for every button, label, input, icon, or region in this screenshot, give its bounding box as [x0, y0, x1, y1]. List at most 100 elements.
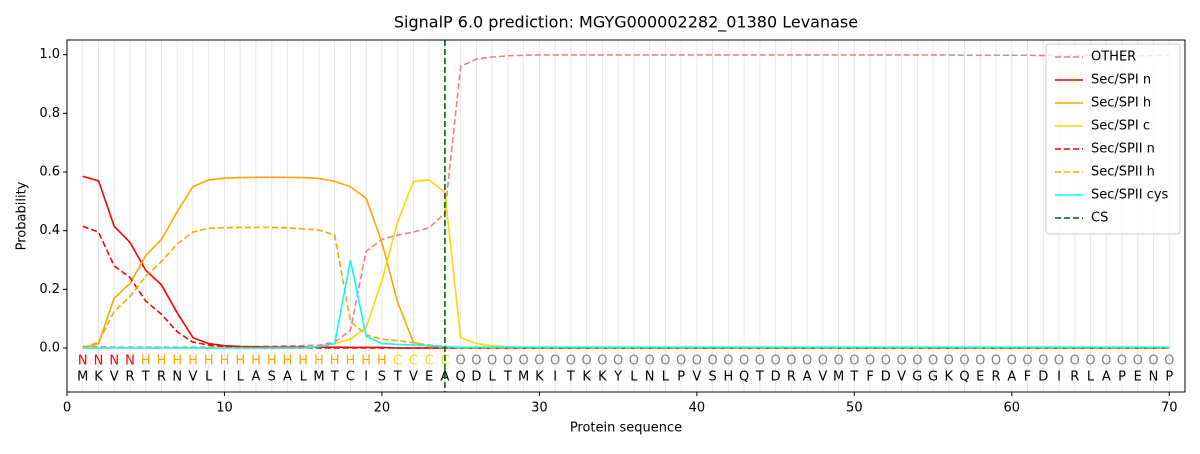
region-label: O — [959, 354, 969, 369]
x-tick-label: 40 — [689, 401, 706, 416]
residue-label: M — [313, 370, 324, 385]
region-label: O — [1148, 354, 1158, 369]
residue-label: V — [409, 370, 418, 385]
region-label: O — [755, 354, 765, 369]
x-tick-label: 70 — [1161, 401, 1178, 416]
residue-label: V — [692, 370, 701, 385]
x-tick-label: 0 — [63, 401, 71, 416]
y-tick-label: 0.8 — [39, 106, 60, 121]
residue-label: L — [489, 370, 497, 385]
region-label: H — [377, 354, 387, 369]
residue-label: V — [818, 370, 827, 385]
region-label: H — [251, 354, 261, 369]
residue-label: A — [803, 370, 812, 385]
residue-label: L — [300, 370, 308, 385]
residue-label: D — [471, 370, 481, 385]
region-label: H — [314, 354, 324, 369]
residue-label: L — [205, 370, 213, 385]
residue-label: K — [535, 370, 544, 385]
residue-label: M — [833, 370, 844, 385]
legend-label: Sec/SPII h — [1091, 165, 1155, 180]
region-label: O — [833, 354, 843, 369]
residue-label: I — [364, 370, 368, 385]
region-label: N — [125, 354, 135, 369]
residue-label: R — [125, 370, 134, 385]
region-label: O — [1054, 354, 1064, 369]
legend-label: Sec/SPI n — [1091, 73, 1151, 88]
residue-label: T — [566, 370, 575, 385]
legend-label: Sec/SPI h — [1091, 96, 1151, 111]
residue-label: R — [157, 370, 166, 385]
residue-label: A — [1102, 370, 1111, 385]
region-label: O — [1101, 354, 1111, 369]
region-label: O — [645, 354, 655, 369]
residue-label: D — [771, 370, 781, 385]
line — [82, 259, 1170, 349]
residue-label: R — [1070, 370, 1079, 385]
region-label: H — [141, 354, 151, 369]
residue-label: P — [1165, 370, 1173, 385]
residue-label: Q — [959, 370, 969, 385]
legend-label: CS — [1091, 211, 1108, 226]
region-label: O — [487, 354, 497, 369]
region-label: O — [912, 354, 922, 369]
region-label: H — [220, 354, 230, 369]
region-label: H — [346, 354, 356, 369]
line — [82, 176, 1170, 349]
residue-label: P — [1118, 370, 1126, 385]
residue-label: N — [1149, 370, 1159, 385]
region-label: O — [550, 354, 560, 369]
residue-label: T — [755, 370, 764, 385]
region-label: N — [109, 354, 119, 369]
x-axis-label: Protein sequence — [570, 421, 682, 436]
region-label: O — [692, 354, 702, 369]
residue-label: I — [553, 370, 557, 385]
region-label: O — [1117, 354, 1127, 369]
y-axis-label: Probability — [15, 181, 30, 250]
residue-label: K — [582, 370, 591, 385]
residue-label: V — [110, 370, 119, 385]
region-label: O — [739, 354, 749, 369]
y-tick-label: 0.2 — [39, 282, 60, 297]
residue-label: T — [141, 370, 150, 385]
region-label: O — [881, 354, 891, 369]
region-label: O — [519, 354, 529, 369]
legend — [1045, 43, 1181, 235]
residue-label: E — [976, 370, 984, 385]
residue-label: N — [172, 370, 182, 385]
region-label: C — [409, 354, 418, 369]
residue-label: K — [598, 370, 607, 385]
residue-label: L — [662, 370, 670, 385]
x-tick-label: 20 — [374, 401, 391, 416]
region-label: O — [1022, 354, 1032, 369]
region-label: C — [393, 354, 402, 369]
residue-label: D — [1038, 370, 1048, 385]
region-label: O — [456, 354, 466, 369]
residue-label: R — [992, 370, 1001, 385]
residue-label: T — [393, 370, 402, 385]
y-tick-label: 0.0 — [39, 341, 60, 356]
chart-title: SignalP 6.0 prediction: MGYG000002282_01… — [394, 13, 858, 33]
legend-label: Sec/SPII cys — [1091, 188, 1169, 203]
residue-label: F — [1024, 370, 1031, 385]
residue-label: S — [708, 370, 716, 385]
legend-label: OTHER — [1091, 50, 1136, 65]
region-label: O — [723, 354, 733, 369]
region-label: O — [786, 354, 796, 369]
region-label: H — [235, 354, 245, 369]
residue-label: L — [1087, 370, 1095, 385]
residue-label: N — [645, 370, 655, 385]
residue-label: T — [503, 370, 512, 385]
residue-label: Q — [456, 370, 466, 385]
residue-label: M — [518, 370, 529, 385]
region-label: O — [1038, 354, 1048, 369]
region-label: H — [188, 354, 198, 369]
x-tick-label: 30 — [531, 401, 548, 416]
residue-label: A — [252, 370, 261, 385]
x-tick-label: 50 — [846, 401, 863, 416]
region-label: O — [503, 354, 513, 369]
region-label: O — [1133, 354, 1143, 369]
region-label: N — [94, 354, 104, 369]
region-label: O — [566, 354, 576, 369]
region-label: O — [944, 354, 954, 369]
